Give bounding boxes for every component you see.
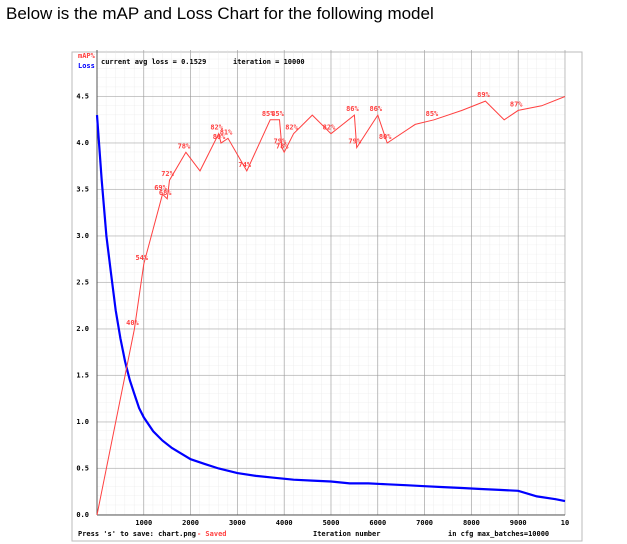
x-tick-label: 5000 (323, 519, 340, 527)
data-label: 86% (346, 105, 359, 113)
annotation: current avg loss = 0.1529 (101, 58, 206, 66)
data-label: 85% (271, 110, 284, 118)
data-label: 78% (178, 142, 191, 150)
series-line (95, 115, 566, 503)
data-label: 80% (213, 133, 226, 141)
x-tick-label: 3000 (229, 519, 246, 527)
data-label: 40% (126, 319, 139, 327)
x-tick-label: 1000 (135, 519, 152, 527)
data-label: 78% (276, 142, 289, 150)
data-label: 74% (238, 161, 251, 169)
y-tick-label: 0.5 (76, 465, 89, 473)
x-tick-label: 2000 (182, 519, 199, 527)
data-label: 87% (510, 100, 523, 108)
data-label: 69% (154, 184, 167, 192)
data-label: 68% (159, 189, 172, 197)
x-tick-label: 7000 (416, 519, 433, 527)
data-label: 82% (210, 124, 223, 132)
data-label: 54% (135, 254, 148, 262)
x-tick-label: 6000 (369, 519, 386, 527)
data-label: 79% (274, 138, 287, 146)
data-label: 86% (369, 105, 382, 113)
x-tick-label: 8000 (463, 519, 480, 527)
data-label: 85% (426, 110, 439, 118)
heading: Below is the mAP and Loss Chart for the … (6, 4, 434, 23)
data-label: 81% (220, 128, 233, 136)
y-tick-label: 3.0 (76, 232, 89, 240)
y-tick-label: 1.0 (76, 418, 89, 426)
data-label: 72% (161, 170, 174, 178)
data-label: 82% (285, 124, 298, 132)
x-axis-label: Iteration number (313, 530, 380, 538)
x-tick-label: 4000 (276, 519, 293, 527)
y-tick-label: 4.0 (76, 139, 89, 147)
annotation: in cfg max_batches=10000 (448, 530, 549, 538)
x-tick-label: 10 (561, 519, 569, 527)
y-tick-label: 1.5 (76, 372, 89, 380)
y-tick-label: 3.5 (76, 186, 89, 194)
annotation: - Saved (197, 530, 227, 538)
y-tick-label: 2.0 (76, 325, 89, 333)
data-label: 80% (379, 133, 392, 141)
annotation: Press 's' to save: chart.png (78, 530, 196, 538)
data-label: 89% (477, 91, 490, 99)
y-tick-label: 2.5 (76, 279, 89, 287)
annotation: iteration = 10000 (233, 58, 305, 66)
legend-label: mAP% (78, 52, 96, 60)
y-tick-label: 0.0 (76, 511, 89, 519)
data-label: 85% (262, 110, 275, 118)
y-tick-label: 4.5 (76, 93, 89, 101)
data-label: 79% (348, 138, 361, 146)
data-label: 82% (323, 124, 336, 132)
series-line (96, 96, 566, 516)
legend-label: Loss (78, 62, 95, 70)
x-tick-label: 9000 (510, 519, 527, 527)
